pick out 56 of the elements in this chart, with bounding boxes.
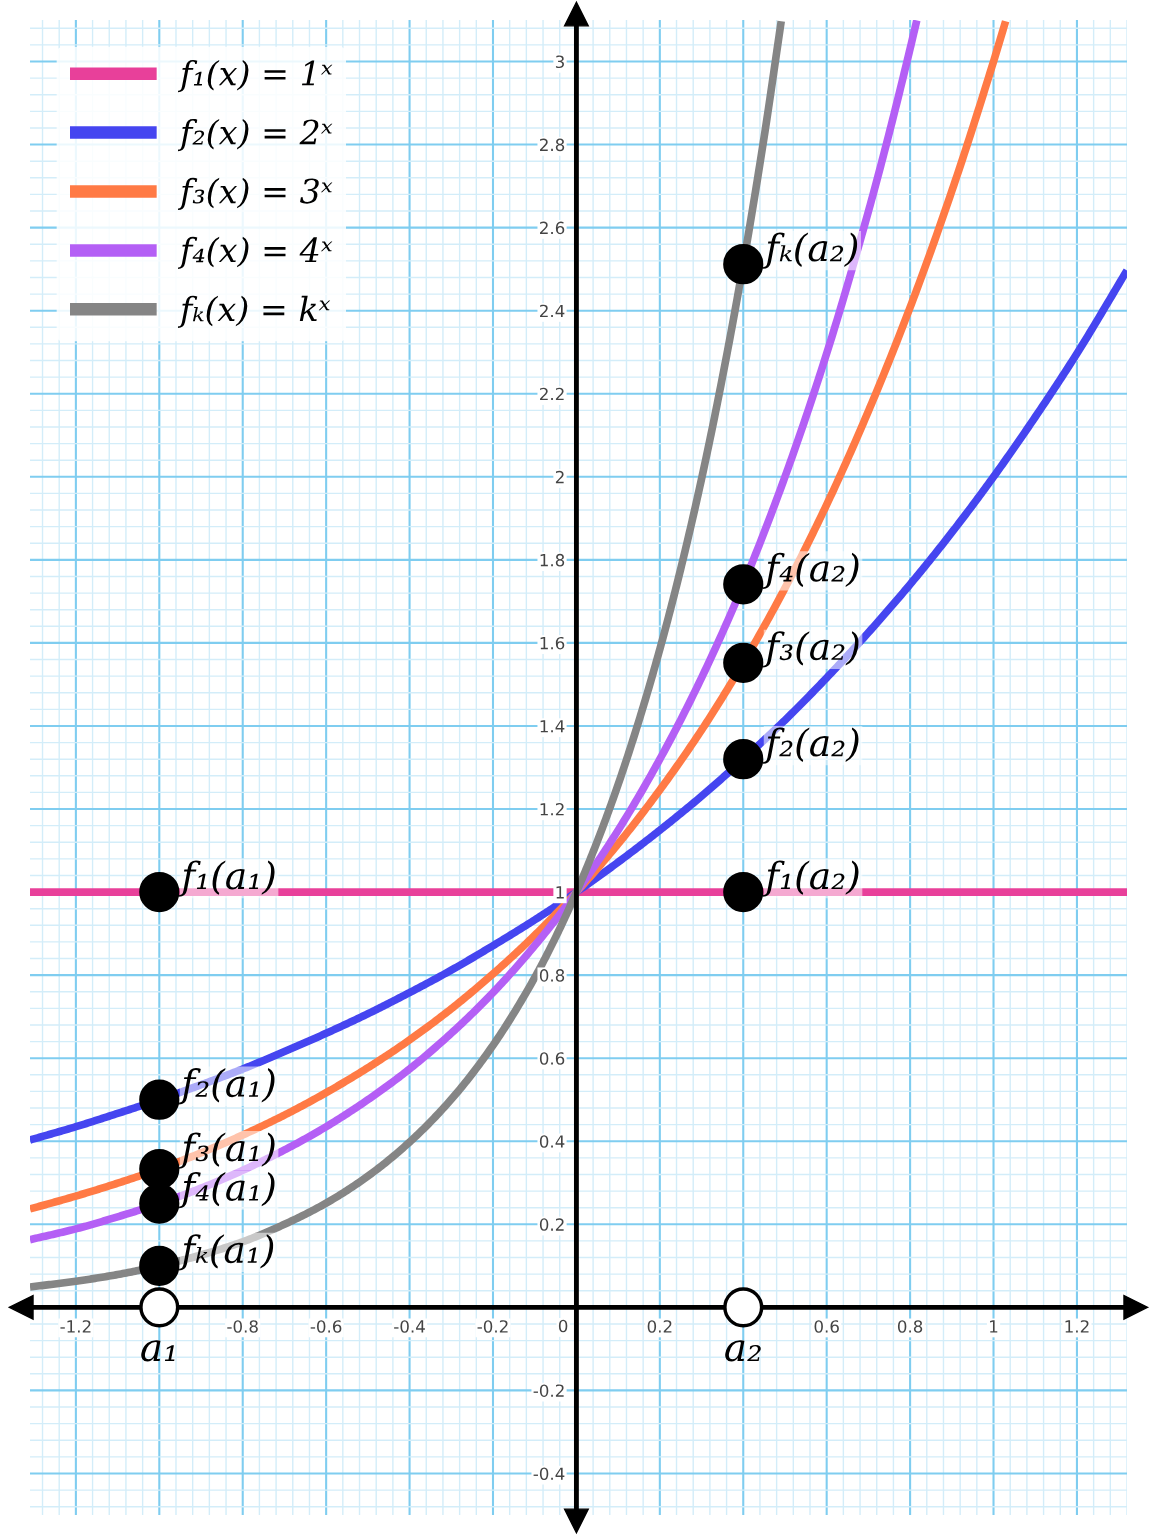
x-tick-label: 0.6 — [814, 1320, 839, 1333]
x-tick-label: 0.2 — [647, 1320, 672, 1333]
legend-label: f₁(x) = 1ˣ — [177, 60, 333, 93]
x-tick-label: 1 — [990, 1320, 998, 1333]
y-tick-label: 0.8 — [539, 969, 565, 982]
data-label: f₃(a₁) — [179, 1132, 275, 1169]
legend-label: fₖ(x) = kˣ — [177, 295, 331, 328]
point — [723, 564, 764, 605]
y-tick-label: 2 — [555, 470, 564, 484]
data-label: f₄(a₂) — [762, 552, 859, 590]
y-tick-label: 1.8 — [540, 553, 565, 567]
data-label: f₂(a₁) — [179, 1068, 275, 1105]
x-tick-label: 1.2 — [1065, 1320, 1089, 1333]
x-tick-label: -0.4 — [394, 1320, 425, 1333]
annotation: 0 — [558, 1319, 568, 1333]
x-tick-label: 0.8 — [897, 1320, 923, 1333]
x-tick-label: -1.2 — [60, 1320, 91, 1333]
point — [723, 244, 764, 285]
point — [139, 1183, 180, 1224]
y-tick-label: 0.2 — [539, 1218, 564, 1231]
data-label: fₖ(a₁) — [179, 1234, 274, 1271]
point — [723, 739, 764, 780]
data-label: a₁ — [141, 1340, 175, 1362]
x-tick-label: -0.2 — [477, 1320, 508, 1333]
y-tick-label: 3 — [555, 55, 564, 69]
legend-label: f₃(x) = 3ˣ — [177, 177, 333, 211]
point — [723, 642, 764, 683]
point — [139, 1245, 180, 1286]
data-label: a₂ — [725, 1340, 761, 1362]
y-tick-label: 0.6 — [539, 1052, 565, 1065]
y-tick-label: 1.2 — [540, 802, 564, 816]
y-tick-label: 2.2 — [540, 387, 564, 401]
data-label: f₁(a₁) — [179, 860, 275, 897]
point — [139, 1079, 180, 1120]
data-label: fₖ(a₂) — [762, 232, 858, 269]
x-tick-label: -0.6 — [310, 1320, 342, 1333]
y-tick-label: 2.8 — [540, 138, 565, 152]
y-tick-label: 2.4 — [540, 304, 565, 318]
y-tick-label: 1.6 — [540, 636, 565, 650]
y-tick-label: 1.4 — [540, 720, 565, 733]
point — [139, 871, 180, 913]
y-tick-label: -0.4 — [533, 1467, 565, 1481]
legend-label: f₂(x) = 2ˣ — [177, 118, 333, 152]
point — [723, 1287, 764, 1328]
data-label: f₂(a₂) — [762, 727, 859, 764]
y-tick-label: 1 — [556, 886, 564, 899]
legend-label: f₄(x) = 4ˣ — [177, 236, 333, 270]
point — [723, 871, 764, 913]
y-tick-label: 2.6 — [540, 221, 565, 235]
y-tick-label: -0.2 — [533, 1384, 564, 1397]
data-label: f₁(a₂) — [762, 860, 859, 897]
data-label: f₄(a₁) — [179, 1171, 275, 1209]
y-tick-label: 0.4 — [539, 1135, 565, 1148]
point — [139, 1287, 180, 1328]
x-tick-label: -0.8 — [227, 1320, 258, 1333]
data-label: f₃(a₂) — [762, 631, 859, 668]
